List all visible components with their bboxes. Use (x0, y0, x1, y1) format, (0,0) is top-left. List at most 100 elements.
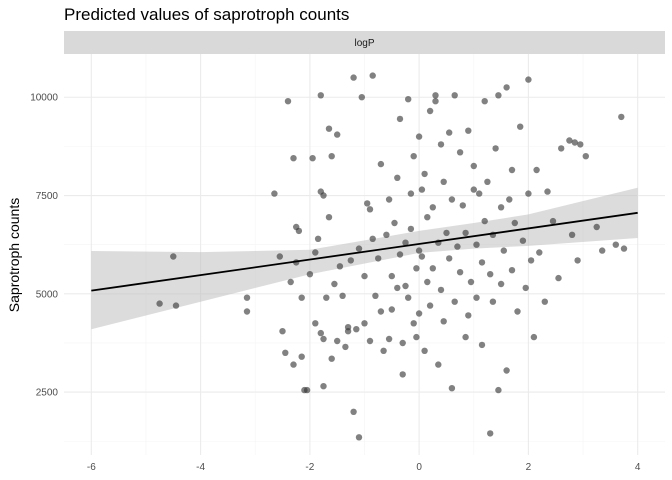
data-point (426, 302, 434, 309)
data-point (446, 255, 453, 262)
data-point (350, 408, 357, 415)
data-point (511, 219, 518, 227)
data-point (312, 320, 319, 327)
data-point (303, 386, 311, 394)
data-point (415, 310, 423, 317)
data-point (462, 229, 469, 237)
data-point (544, 188, 551, 195)
x-tick-label: 0 (416, 462, 422, 473)
data-point (424, 278, 431, 286)
data-point (514, 308, 521, 315)
fit-line (91, 211, 638, 292)
data-point (421, 347, 428, 354)
data-point (415, 133, 423, 140)
data-point (451, 298, 458, 305)
data-point (334, 337, 341, 345)
data-point (574, 257, 581, 264)
data-point (347, 257, 354, 264)
data-point (426, 107, 434, 115)
data-point (508, 267, 516, 274)
data-point (383, 231, 390, 238)
data-point (331, 280, 338, 288)
data-point (309, 155, 316, 162)
data-point (399, 371, 406, 378)
x-tick-label: 4 (635, 462, 641, 473)
data-point (568, 231, 576, 238)
data-point (385, 196, 393, 203)
data-point (462, 333, 469, 341)
data-point (320, 383, 327, 390)
data-point (399, 339, 406, 347)
data-point (525, 190, 532, 197)
data-point (418, 253, 426, 260)
data-point (276, 253, 283, 260)
data-point (271, 190, 278, 197)
data-point (172, 302, 180, 309)
data-point (372, 292, 379, 299)
confidence-band-layer (91, 187, 638, 330)
data-point (344, 328, 352, 335)
data-point (424, 214, 431, 221)
data-point (328, 355, 335, 362)
data-point (385, 335, 393, 343)
data-point (503, 367, 510, 374)
data-point (487, 430, 494, 437)
data-point (377, 308, 385, 315)
data-point (487, 271, 494, 278)
data-point (465, 127, 472, 134)
data-point (593, 223, 600, 231)
data-point (369, 235, 376, 242)
data-point (481, 98, 488, 105)
data-point (478, 341, 486, 349)
data-point (620, 245, 628, 252)
data-point (440, 178, 447, 185)
data-point (314, 235, 322, 242)
x-tick-label: -2 (305, 462, 314, 473)
data-point (290, 155, 297, 162)
data-point (522, 284, 529, 292)
data-point (435, 361, 442, 368)
data-point (530, 333, 538, 341)
data-point (353, 326, 360, 333)
data-point (571, 139, 578, 146)
fit-line-layer (91, 211, 638, 292)
data-point (298, 294, 305, 301)
data-point (388, 272, 395, 280)
data-point (549, 217, 557, 225)
data-point (465, 312, 472, 319)
data-point (410, 153, 417, 160)
data-point (396, 251, 404, 258)
data-point (495, 386, 502, 394)
data-point (495, 92, 502, 99)
data-point (443, 229, 450, 237)
data-point (525, 76, 532, 83)
data-point (577, 141, 584, 148)
data-point (481, 217, 488, 225)
data-point (536, 249, 543, 256)
data-point (470, 162, 477, 170)
data-point (170, 253, 177, 260)
data-point (243, 308, 251, 315)
data-point (566, 137, 573, 144)
x-axis-ticks: -6 -4 -2 0 2 4 (87, 462, 641, 473)
data-point (618, 113, 625, 121)
data-point (402, 282, 409, 290)
data-point (366, 337, 374, 345)
y-axis-ticks: 2500 5000 7500 10000 (30, 93, 58, 399)
data-point (599, 247, 606, 254)
data-point (336, 263, 344, 270)
y-tick-label: 7500 (36, 191, 59, 202)
data-point (492, 145, 499, 152)
data-point (503, 84, 510, 91)
data-point (484, 178, 491, 185)
data-point (541, 298, 548, 305)
data-point (391, 219, 398, 227)
data-point (339, 292, 346, 299)
y-tick-label: 10000 (30, 93, 58, 104)
data-point (350, 74, 357, 81)
data-point (467, 278, 475, 286)
data-point (497, 204, 505, 211)
data-point (506, 196, 513, 203)
data-point (500, 247, 507, 254)
data-point (519, 237, 527, 244)
